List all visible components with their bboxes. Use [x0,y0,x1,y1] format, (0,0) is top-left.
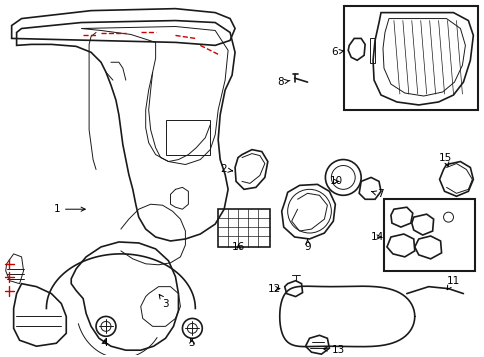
Text: 1: 1 [53,204,85,214]
Text: 14: 14 [370,232,383,242]
Bar [383,199,474,271]
Bar [369,39,374,63]
Text: 4: 4 [101,338,107,348]
Text: 15: 15 [438,152,451,166]
Text: 13: 13 [323,345,344,355]
Text: 3: 3 [159,295,169,308]
Text: 9: 9 [304,239,311,252]
Text: 10: 10 [329,176,342,186]
Text: 2: 2 [220,165,232,175]
Text: 7: 7 [371,189,383,199]
Text: 11: 11 [446,276,459,290]
Text: 16: 16 [232,242,245,252]
Bar [344,6,477,110]
Bar [218,209,269,247]
Text: 5: 5 [188,338,195,348]
Bar [165,120,210,155]
Text: 8: 8 [277,77,289,87]
Text: 12: 12 [267,283,281,293]
Text: 6: 6 [331,47,343,57]
